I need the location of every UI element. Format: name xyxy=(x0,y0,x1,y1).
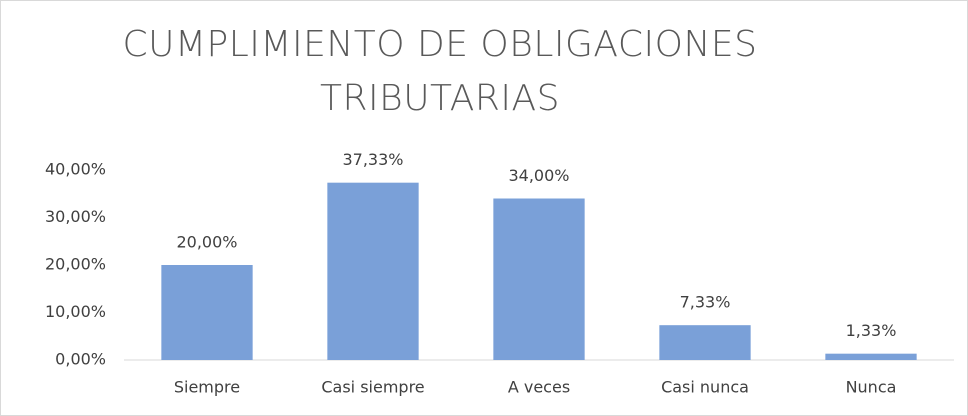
bar xyxy=(327,182,419,360)
y-tick-label: 40,00% xyxy=(45,160,106,179)
bar xyxy=(493,198,585,360)
x-tick-label: Casi nunca xyxy=(661,378,749,397)
y-tick-label: 0,00% xyxy=(55,350,106,369)
x-tick-label: Siempre xyxy=(174,378,240,397)
bar xyxy=(161,265,253,360)
y-tick-label: 10,00% xyxy=(45,302,106,321)
data-label: 1,33% xyxy=(846,321,897,340)
data-label: 20,00% xyxy=(176,233,237,252)
data-label: 34,00% xyxy=(508,166,569,185)
y-tick-label: 30,00% xyxy=(45,207,106,226)
bar xyxy=(659,325,751,360)
x-tick-label: Nunca xyxy=(846,378,897,397)
chart-title: CUMPLIMIENTO DE OBLIGACIONES TRIBUTARIAS xyxy=(122,24,758,119)
x-tick-label: Casi siempre xyxy=(321,378,424,397)
data-label: 7,33% xyxy=(680,293,731,312)
bar xyxy=(825,353,917,360)
x-tick-label: A veces xyxy=(508,378,570,397)
y-tick-label: 20,00% xyxy=(45,255,106,274)
data-label: 37,33% xyxy=(342,150,403,169)
